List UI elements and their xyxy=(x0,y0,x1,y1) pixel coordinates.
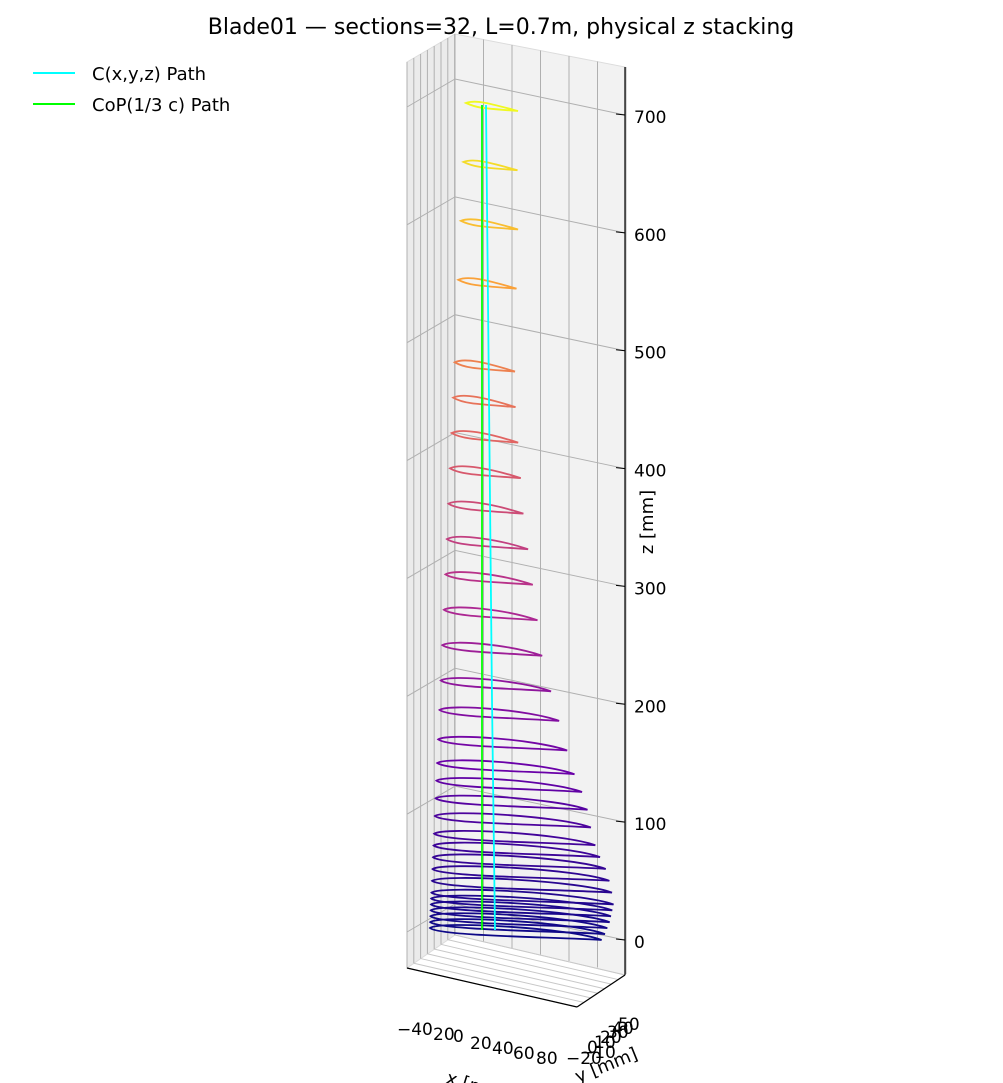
airfoil-section xyxy=(443,571,534,586)
z-tick-mark xyxy=(615,820,626,823)
airfoil-section xyxy=(458,218,519,231)
airfoil-section xyxy=(451,394,516,408)
y-axis-line xyxy=(576,974,626,1008)
airfoil-section xyxy=(428,918,606,935)
airfoil-section xyxy=(432,830,596,847)
z-axis-label: z [mm] xyxy=(637,490,658,554)
airfoil-section xyxy=(432,841,601,858)
x-tick-label: 80 xyxy=(536,1049,558,1069)
axis-lines xyxy=(406,67,626,1008)
airfoil-section xyxy=(440,641,543,657)
floor-gridline xyxy=(454,934,626,976)
path-lines xyxy=(481,104,496,931)
y-tick-label: 20 xyxy=(600,1028,622,1048)
airfoil-section xyxy=(461,159,518,172)
y-tick-label: 50 xyxy=(618,1015,640,1035)
z-tick-mark xyxy=(615,113,626,116)
z-tick-mark xyxy=(615,231,626,234)
airfoil-section xyxy=(436,735,568,752)
z-tick-label: 0 xyxy=(634,933,645,953)
z-tick-label: 400 xyxy=(634,462,666,482)
airfoil-section xyxy=(434,794,588,811)
x-tick-label: 20 xyxy=(470,1034,492,1054)
airfoil-sections xyxy=(428,100,614,941)
x-axis-line xyxy=(406,967,578,1008)
airfoil-section xyxy=(448,465,522,480)
z-tick-label: 500 xyxy=(634,344,666,364)
floor-gridline xyxy=(413,962,584,1003)
z-tick-mark xyxy=(615,938,626,941)
x-tick-label: −40 xyxy=(397,1020,433,1040)
airfoil-section xyxy=(442,606,538,622)
x-tick-label: 40 xyxy=(492,1039,514,1059)
z-tick-mark xyxy=(615,349,626,352)
airfoil-section xyxy=(439,677,552,693)
y-tick-label: 10 xyxy=(594,1033,616,1053)
airfoil-section xyxy=(429,906,610,924)
z-tick-label: 300 xyxy=(634,579,666,599)
airfoil-section xyxy=(431,853,607,870)
airfoil-section xyxy=(435,759,575,776)
x-axis-label: x [mm] xyxy=(444,1068,513,1083)
y-tick-label: 30 xyxy=(607,1023,629,1043)
z-tick-label: 700 xyxy=(634,108,666,128)
airfoil-section xyxy=(452,359,516,373)
floor-gridline xyxy=(448,939,619,981)
z-tick-label: 600 xyxy=(634,226,666,246)
airfoil-section xyxy=(429,912,608,930)
x-tick-label: 0 xyxy=(453,1027,464,1047)
airfoil-section xyxy=(428,924,602,941)
z-tick-label: 100 xyxy=(634,815,666,835)
floor-gridline xyxy=(434,948,605,990)
chart-title: Blade01 — sections=32, L=0.7m, physical … xyxy=(208,15,795,40)
airfoil-section xyxy=(431,865,610,882)
airfoil-section xyxy=(449,430,519,444)
y-tick-label: 0 xyxy=(587,1038,598,1058)
grid-lines xyxy=(406,34,627,1008)
floor-gridline xyxy=(427,953,598,994)
airfoil-section xyxy=(456,277,517,290)
airfoil-section xyxy=(445,535,529,551)
airfoil-section xyxy=(434,777,583,793)
airfoil-section xyxy=(446,500,524,515)
y-tick-label: −20 xyxy=(566,1049,602,1069)
floor-gridline xyxy=(420,958,591,999)
c-path-line xyxy=(485,104,496,931)
airfoil-section xyxy=(430,877,613,894)
legend-label-c-path: C(x,y,z) Path xyxy=(92,64,206,85)
airfoil-section xyxy=(433,812,592,829)
y-tick-label: −10 xyxy=(580,1043,616,1063)
x-tick-label: 20 xyxy=(433,1025,455,1045)
y-tick-label: 40 xyxy=(612,1019,634,1039)
z-tick-mark xyxy=(615,467,626,470)
airfoil-section xyxy=(429,900,612,918)
legend-label-cop-path: CoP(1/3 c) Path xyxy=(92,95,230,116)
x-tick-label: 60 xyxy=(513,1044,535,1064)
z-tick-label: 200 xyxy=(634,697,666,717)
z-tick-mark xyxy=(615,584,626,587)
floor-gridline xyxy=(441,943,612,985)
airfoil-section xyxy=(430,888,614,906)
airfoil-section xyxy=(429,894,613,912)
airfoil-section xyxy=(463,100,519,112)
legend: C(x,y,z) Path CoP(1/3 c) Path xyxy=(33,64,230,116)
z-tick-mark xyxy=(615,702,626,705)
airfoil-section xyxy=(437,706,560,722)
